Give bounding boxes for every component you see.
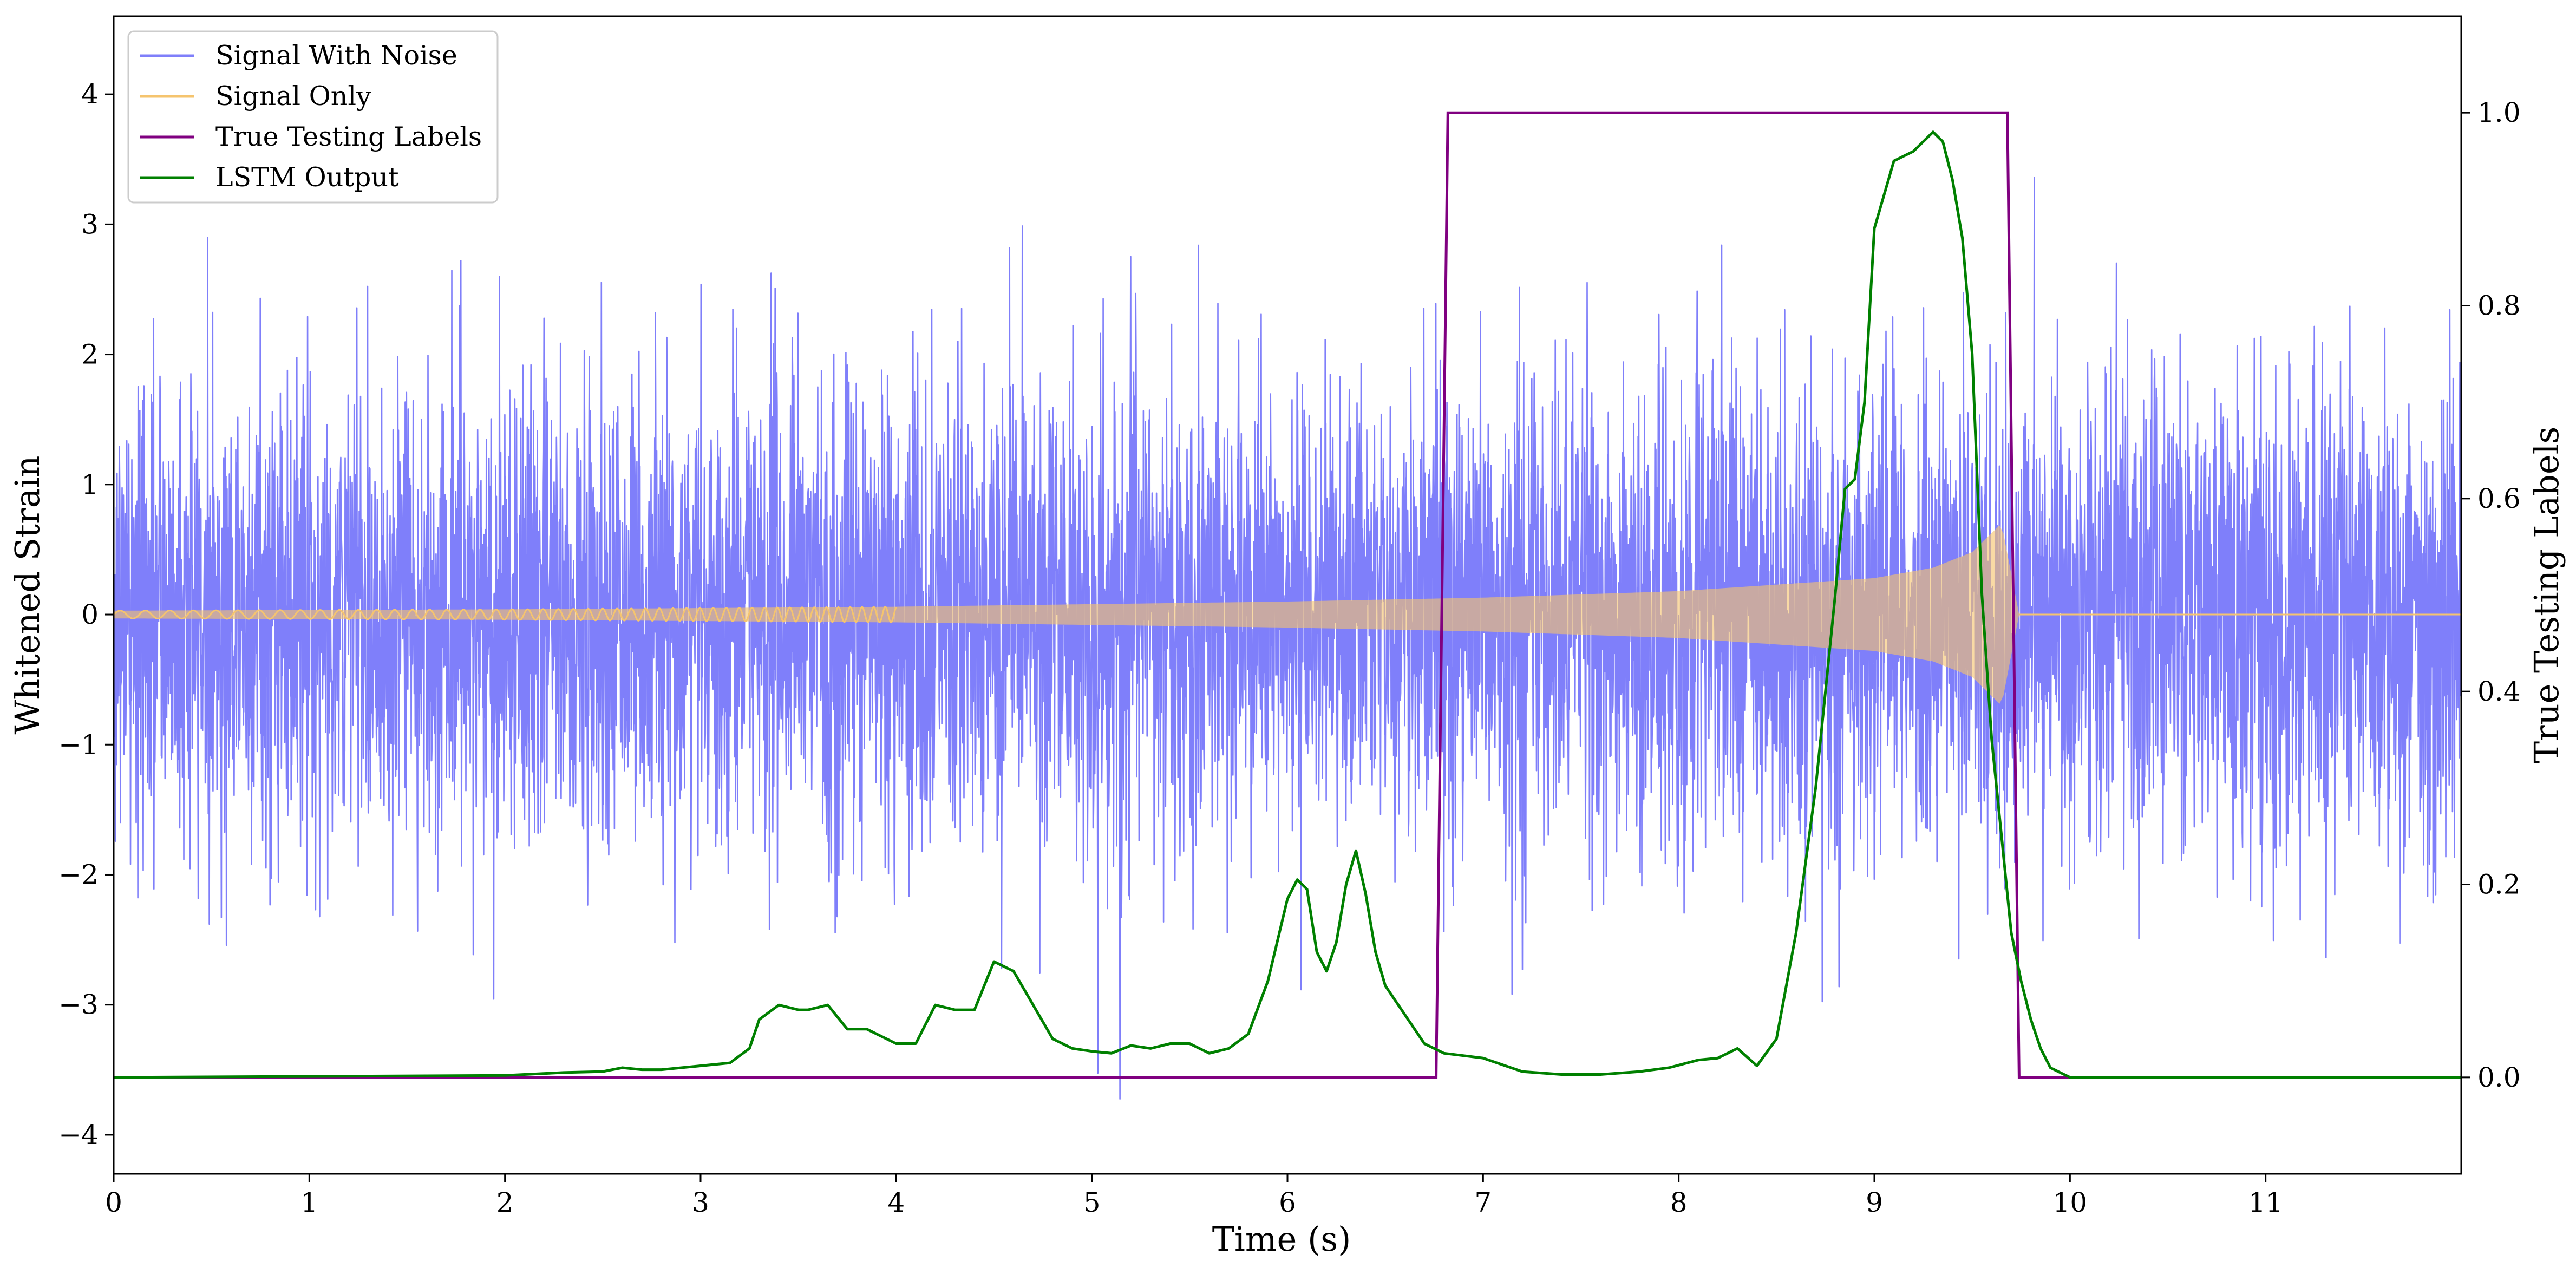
signal-only-envelope: [114, 525, 2461, 704]
lstm-output-series: [114, 130, 2461, 1079]
y2-axis-title: True Testing Labels: [2527, 427, 2566, 764]
y-tick-label: −4: [58, 1119, 99, 1151]
signal-only-series: [114, 525, 2461, 704]
y-axis-title: Whitened Strain: [8, 456, 47, 735]
legend-label-signal-with-noise: Signal With Noise: [215, 40, 457, 71]
legend: Signal With Noise Signal Only True Testi…: [127, 30, 499, 204]
y2-tick-label: 0.6: [2477, 483, 2521, 514]
y-tick-label: 1: [81, 469, 99, 500]
x-tick-label: 0: [105, 1187, 122, 1218]
x-tick-label: 11: [2248, 1187, 2283, 1218]
y2-tick-label: 0.8: [2477, 290, 2521, 322]
signal-with-noise-series: [114, 177, 2461, 1100]
x-tick-label: 9: [1866, 1187, 1883, 1218]
x-axis-ticks: 0 1 2 3 4 5 6 7 8 9 10 11: [105, 1174, 2283, 1218]
legend-box: [127, 30, 499, 204]
y2-axis-ticks: 0.0 0.2 0.4 0.6 0.8 1.0: [2461, 97, 2521, 1093]
y2-tick-label: 0.4: [2477, 676, 2521, 707]
lstm-output-line: [114, 130, 2461, 1079]
legend-label-signal-only: Signal Only: [215, 81, 371, 112]
x-tick-label: 1: [300, 1187, 318, 1218]
y2-tick-label: 0.0: [2477, 1062, 2521, 1093]
y-tick-label: 0: [81, 599, 99, 630]
x-tick-label: 8: [1670, 1187, 1688, 1218]
x-tick-label: 7: [1474, 1187, 1492, 1218]
y-axis-ticks: −4 −3 −2 −1 0 1 2 3 4: [58, 79, 114, 1151]
y2-tick-label: 1.0: [2477, 97, 2521, 128]
signal-with-noise-line: [114, 177, 2461, 1100]
x-tick-label: 5: [1083, 1187, 1101, 1218]
y-tick-label: 2: [81, 339, 99, 370]
x-tick-label: 10: [2053, 1187, 2088, 1218]
x-tick-label: 6: [1279, 1187, 1296, 1218]
y-tick-label: −2: [58, 859, 99, 890]
signal-only-line: [114, 606, 897, 624]
y-tick-label: −3: [58, 989, 99, 1021]
y2-tick-label: 0.2: [2477, 869, 2521, 900]
y-tick-label: 3: [81, 208, 99, 240]
x-tick-label: 2: [496, 1187, 514, 1218]
x-tick-label: 3: [692, 1187, 709, 1218]
y-tick-label: −1: [58, 729, 99, 760]
y-tick-label: 4: [81, 79, 99, 110]
x-axis-title: Time (s): [1212, 1219, 1351, 1259]
x-tick-label: 4: [887, 1187, 905, 1218]
legend-label-true-testing-labels: True Testing Labels: [215, 121, 482, 152]
plot-area: [114, 111, 2461, 1100]
legend-label-lstm-output: LSTM Output: [215, 162, 399, 193]
